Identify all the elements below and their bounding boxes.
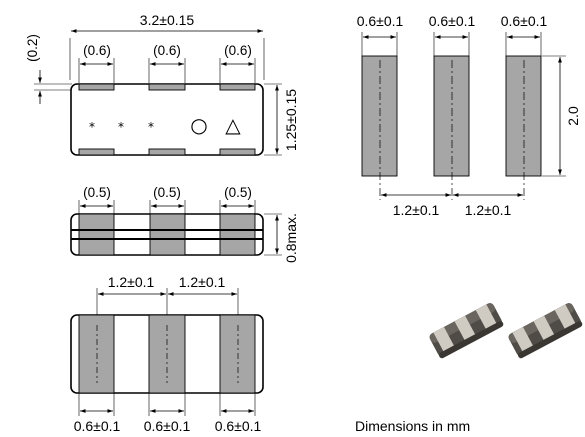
- land-pitch-2: 1.2±0.1: [465, 202, 512, 218]
- land-pitch-1: 1.2±0.1: [393, 202, 440, 218]
- top-terminal-width-3: (0.6): [224, 43, 252, 58]
- bottom-pitch-2: 1.2±0.1: [179, 274, 226, 290]
- side-terminal-width-3: (0.5): [224, 185, 252, 200]
- land-pad-width-3: 0.6±0.1: [501, 13, 548, 29]
- top-terminal-width-2: (0.6): [153, 43, 181, 58]
- side-view: (0.5) (0.5) (0.5) 0.8max.: [70, 185, 299, 263]
- marking-asterisk-1: *: [89, 120, 95, 134]
- marking-asterisk-2: *: [118, 120, 124, 134]
- units-note: Dimensions in mm: [355, 418, 470, 434]
- land-pad-width-2: 0.6±0.1: [429, 13, 476, 29]
- land-pattern: 0.6±0.1 0.6±0.1 0.6±0.1 2.0 1.2±0.1 1.2±…: [357, 13, 581, 218]
- chip-photo-2: [508, 303, 583, 359]
- top-view: 3.2±0.15 (0.6) (0.6) (0.6) (0.2) * * * ○: [25, 12, 299, 156]
- top-terminal-width-1: (0.6): [83, 43, 111, 58]
- side-height-label: 0.8max.: [283, 213, 299, 263]
- bottom-terminal-width-1: 0.6±0.1: [74, 418, 121, 434]
- side-terminal-width-1: (0.5): [83, 185, 111, 200]
- marking-asterisk-3: *: [148, 120, 154, 134]
- land-pad-width-1: 0.6±0.1: [357, 13, 404, 29]
- land-pad-length-label: 2.0: [565, 106, 581, 126]
- bottom-view: 1.2±0.1 1.2±0.1 0.6±0.1 0.6±0.1 0.6±0.1: [70, 274, 264, 434]
- top-width-label: 1.25±0.15: [283, 89, 299, 151]
- product-photo: [429, 303, 583, 359]
- bottom-terminal-width-3: 0.6±0.1: [215, 418, 262, 434]
- marking-circle: ○: [190, 113, 207, 137]
- chip-photo-1: [429, 303, 504, 359]
- marking-triangle: △: [225, 113, 241, 137]
- side-terminal-width-2: (0.5): [153, 185, 181, 200]
- top-length-label: 3.2±0.15: [140, 12, 195, 28]
- bottom-terminal-width-2: 0.6±0.1: [144, 418, 191, 434]
- bottom-pitch-1: 1.2±0.1: [108, 274, 155, 290]
- top-edge-gap-label: (0.2): [25, 34, 40, 62]
